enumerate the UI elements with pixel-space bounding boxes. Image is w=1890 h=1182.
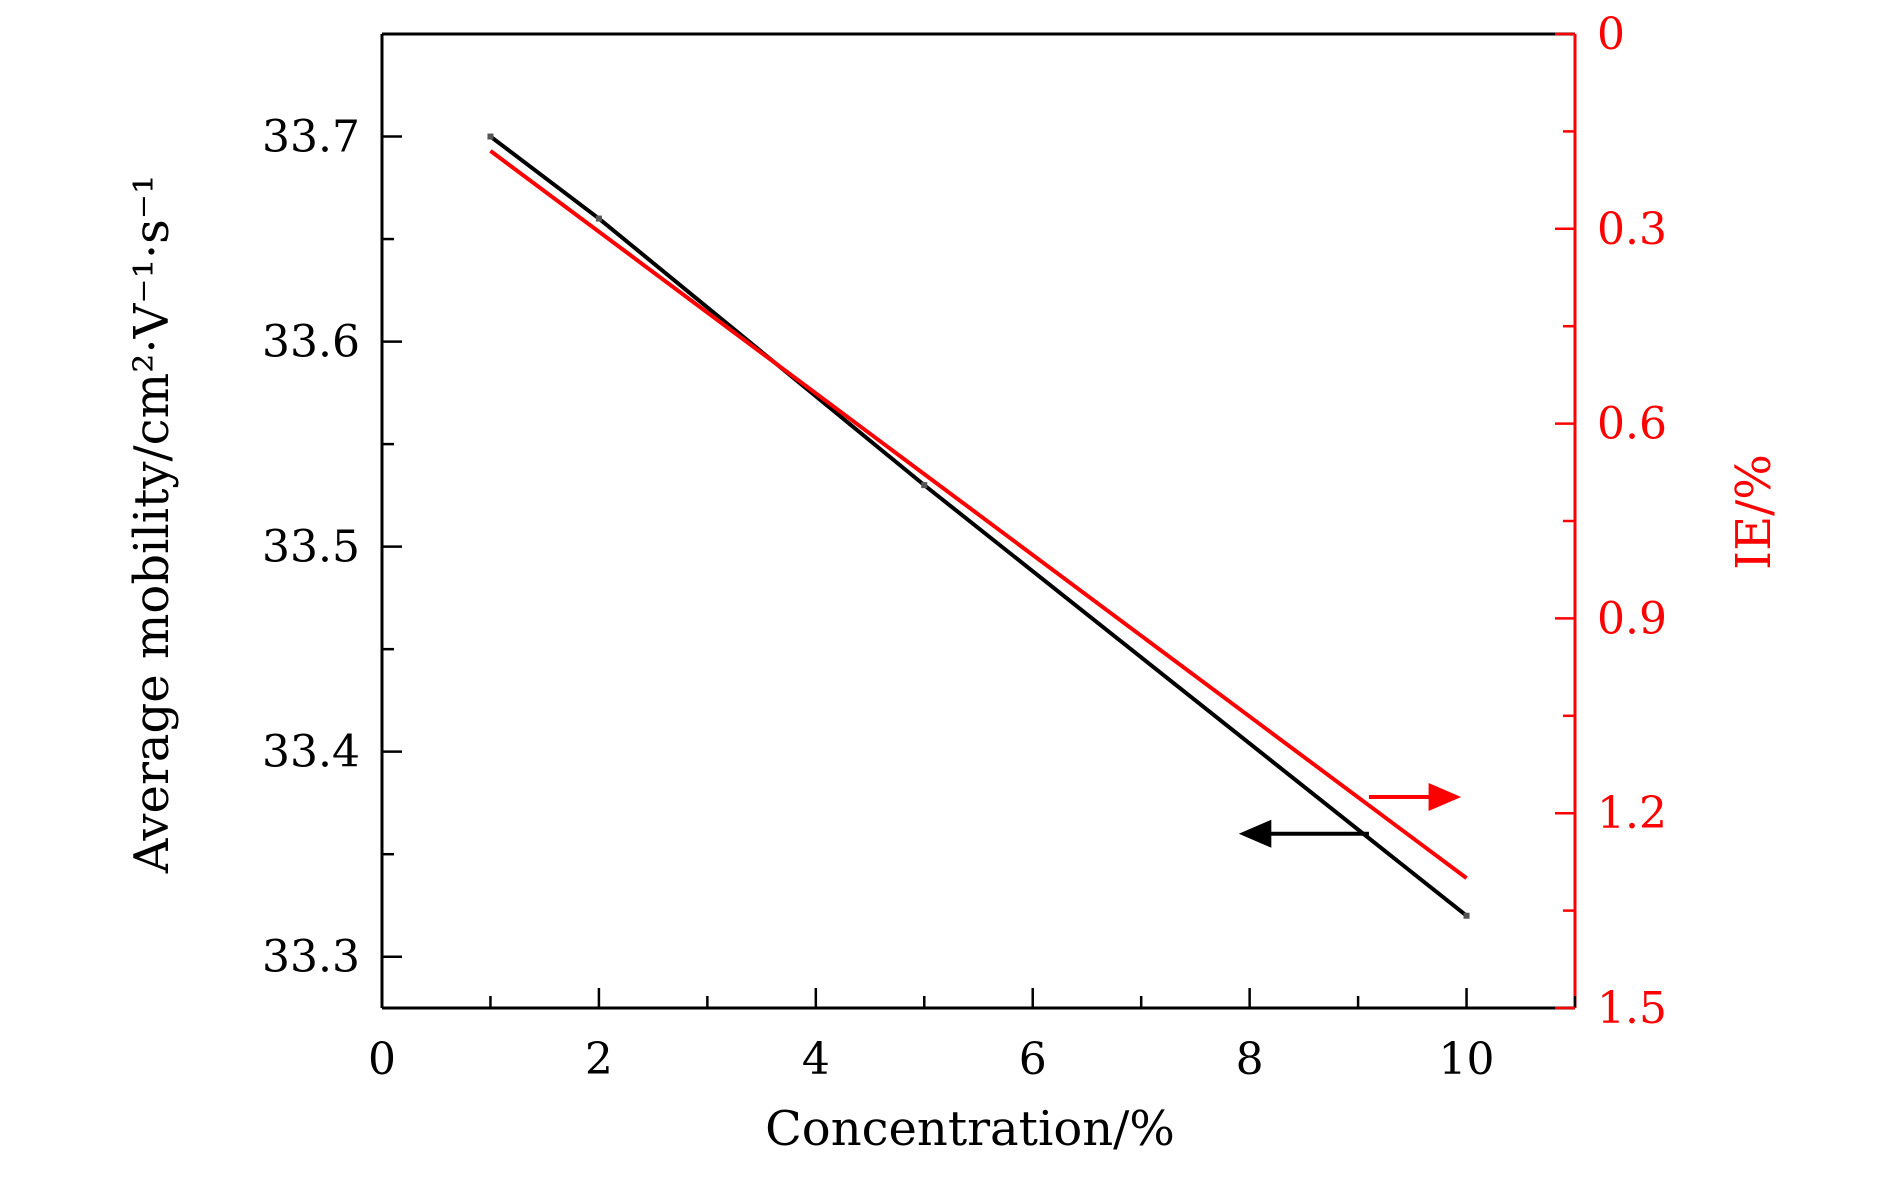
x-tick-label: 0 [368,1034,396,1085]
red-arrow-head [1428,782,1462,811]
y-tick-label: 33.3 [262,932,360,983]
y-axis-title: Average mobility/cm²·V⁻¹·s⁻¹ [124,175,180,875]
ie-series-line [489,149,1468,880]
mobility-data-point [1463,912,1470,919]
mobility-data-point [595,215,602,222]
black-arrow-head [1238,819,1272,848]
y-tick-label: 33.4 [262,727,360,778]
y-right-tick-label: 1.2 [1597,788,1667,839]
series-layer [487,133,1470,919]
x-tick-label: 4 [802,1034,830,1085]
y-right-axis-title: IE/% [1726,454,1782,570]
y-tick-label: 33.5 [262,522,360,573]
y-right-tick-label: 0.6 [1597,399,1667,450]
y-tick-label: 33.7 [262,112,360,163]
tick-layer: 0 2 4 6 8 10 33.3 33.4 33.5 33.6 33.7 0 0.3 0.6 0.9 1.2… [262,9,1667,1085]
annotation-layer [1238,782,1462,848]
x-tick-label: 6 [1019,1034,1047,1085]
x-tick-label: 10 [1439,1034,1495,1085]
mobility-data-point [921,482,928,489]
mobility-series-line [489,134,1468,918]
y-tick-label: 33.6 [262,317,360,368]
x-axis-title: Concentration/% [765,1101,1175,1157]
y-right-tick-label: 0 [1597,9,1625,60]
x-tick-label: 2 [585,1034,613,1085]
x-tick-label: 8 [1236,1034,1264,1085]
y-right-tick-label: 0.3 [1597,204,1667,255]
y-right-tick-label: 0.9 [1597,593,1667,644]
mobility-data-point [487,133,494,140]
y-right-tick-label: 1.5 [1597,983,1667,1034]
plot-frame [380,32,1577,1010]
